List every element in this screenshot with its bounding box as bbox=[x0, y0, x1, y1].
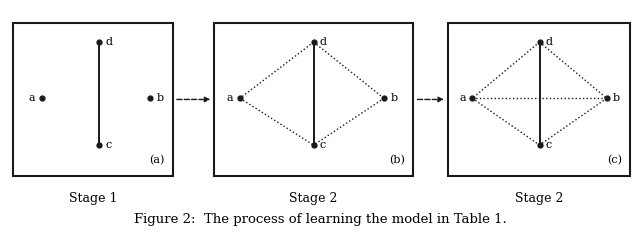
Text: d: d bbox=[106, 37, 113, 47]
Bar bbox=[448, 23, 630, 176]
Text: a: a bbox=[227, 93, 234, 103]
Text: c: c bbox=[546, 140, 552, 150]
Text: (b): (b) bbox=[389, 155, 404, 165]
Text: Stage 1: Stage 1 bbox=[68, 192, 117, 205]
Text: Stage 2: Stage 2 bbox=[515, 192, 564, 205]
Text: Stage 2: Stage 2 bbox=[289, 192, 338, 205]
Text: b: b bbox=[613, 93, 620, 103]
Text: (c): (c) bbox=[607, 155, 622, 165]
Text: a: a bbox=[460, 93, 466, 103]
Bar bbox=[13, 23, 173, 176]
Text: b: b bbox=[157, 93, 164, 103]
Text: b: b bbox=[390, 93, 397, 103]
Bar bbox=[214, 23, 413, 176]
Text: d: d bbox=[320, 37, 327, 47]
Text: a: a bbox=[29, 93, 35, 103]
Text: Figure 2:  The process of learning the model in Table 1.: Figure 2: The process of learning the mo… bbox=[134, 213, 506, 226]
Text: (a): (a) bbox=[149, 155, 164, 165]
Text: d: d bbox=[546, 37, 553, 47]
Text: c: c bbox=[106, 140, 112, 150]
Text: c: c bbox=[320, 140, 326, 150]
